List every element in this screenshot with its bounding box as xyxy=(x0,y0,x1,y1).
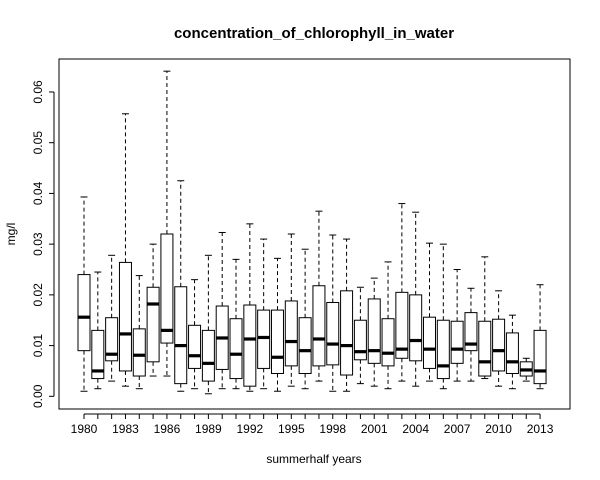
iqr-box xyxy=(381,318,395,367)
x-tick-label: 1998 xyxy=(319,422,346,436)
box-2013 xyxy=(533,284,547,390)
chart-title: concentration_of_chlorophyll_in_water xyxy=(174,25,454,42)
box-1981 xyxy=(91,271,105,390)
iqr-box xyxy=(270,309,284,374)
box-1997 xyxy=(312,210,326,382)
x-tick-label: 2001 xyxy=(361,422,388,436)
box-1999 xyxy=(340,238,354,392)
iqr-box xyxy=(188,324,202,369)
x-tick-label: 1995 xyxy=(278,422,305,436)
iqr-box xyxy=(312,285,326,367)
x-tick-label: 2013 xyxy=(527,422,554,436)
iqr-box xyxy=(105,317,119,362)
box-1993 xyxy=(257,238,271,390)
box-1994 xyxy=(270,257,284,392)
x-tick-label: 1983 xyxy=(112,422,139,436)
box-1986 xyxy=(160,70,174,377)
box-2007 xyxy=(450,269,464,382)
y-axis: 0.00 0.01 0.02 0.03 0.04 0.05 0.06 xyxy=(31,80,55,408)
plot-frame xyxy=(58,58,571,410)
iqr-box xyxy=(533,329,547,385)
x-axis: 1980 1983 1986 1989 1992 1995 1998 2001 2004 2007… xyxy=(71,413,554,436)
x-tick-label: 1980 xyxy=(71,422,98,436)
iqr-box xyxy=(478,320,492,377)
iqr-box xyxy=(174,286,188,385)
box-1995 xyxy=(284,233,298,387)
iqr-box xyxy=(367,298,381,364)
y-tick-label: 0.05 xyxy=(31,131,45,155)
box-1984 xyxy=(132,275,146,390)
x-tick-label: 1989 xyxy=(195,422,222,436)
y-tick-label: 0.01 xyxy=(31,334,45,358)
box-1989 xyxy=(201,254,215,395)
box-1992 xyxy=(243,223,257,392)
box-2011 xyxy=(505,314,519,390)
box-1988 xyxy=(188,279,202,390)
iqr-box xyxy=(423,316,436,369)
box-2012 xyxy=(519,357,533,382)
y-tick-label: 0.00 xyxy=(31,384,45,408)
box-2003 xyxy=(395,203,409,382)
box-1987 xyxy=(174,180,188,392)
x-tick-label: 2004 xyxy=(402,422,429,436)
iqr-box xyxy=(409,294,423,362)
iqr-box xyxy=(146,286,160,363)
box-2010 xyxy=(492,290,506,387)
y-tick-label: 0.02 xyxy=(31,283,45,307)
y-axis-label: mg/l xyxy=(4,223,18,246)
box-1996 xyxy=(298,248,312,390)
iqr-box xyxy=(91,329,105,380)
iqr-box xyxy=(257,309,271,369)
box-1980 xyxy=(77,196,91,392)
x-tick-label: 1986 xyxy=(154,422,181,436)
iqr-box xyxy=(229,318,243,380)
iqr-box xyxy=(284,300,298,367)
box-1998 xyxy=(326,234,340,392)
box-2009 xyxy=(478,256,492,380)
x-tick-label: 1992 xyxy=(236,422,263,436)
iqr-box xyxy=(436,319,450,380)
iqr-box xyxy=(395,291,409,359)
box-2002 xyxy=(381,261,395,390)
iqr-box xyxy=(492,318,506,372)
y-tick-label: 0.04 xyxy=(31,181,45,205)
iqr-box xyxy=(326,301,340,366)
iqr-box xyxy=(505,332,519,374)
iqr-box xyxy=(464,312,478,352)
y-tick-label: 0.03 xyxy=(31,232,45,256)
x-axis-label: summerhalf years xyxy=(266,452,361,466)
iqr-box xyxy=(132,328,146,377)
iqr-box xyxy=(77,274,91,352)
iqr-box xyxy=(243,304,257,387)
box-2004 xyxy=(409,211,423,387)
iqr-box xyxy=(340,290,354,376)
iqr-box xyxy=(118,261,132,372)
box-series xyxy=(77,70,547,395)
iqr-box xyxy=(353,319,367,361)
iqr-box xyxy=(201,329,215,382)
box-2001 xyxy=(367,277,381,387)
box-1982 xyxy=(105,254,119,382)
x-tick-label: 2007 xyxy=(444,422,471,436)
x-tick-label: 2010 xyxy=(485,422,512,436)
box-1983 xyxy=(118,113,132,387)
box-1990 xyxy=(215,231,229,390)
box-2006 xyxy=(436,243,450,390)
box-2005 xyxy=(423,242,436,382)
box-1991 xyxy=(229,258,243,390)
box-2008 xyxy=(464,287,478,382)
iqr-box xyxy=(298,317,312,374)
iqr-box xyxy=(450,320,464,364)
y-tick-label: 0.06 xyxy=(31,80,45,104)
box-2000 xyxy=(353,286,367,385)
box-1985 xyxy=(146,243,160,377)
iqr-box xyxy=(160,233,174,344)
